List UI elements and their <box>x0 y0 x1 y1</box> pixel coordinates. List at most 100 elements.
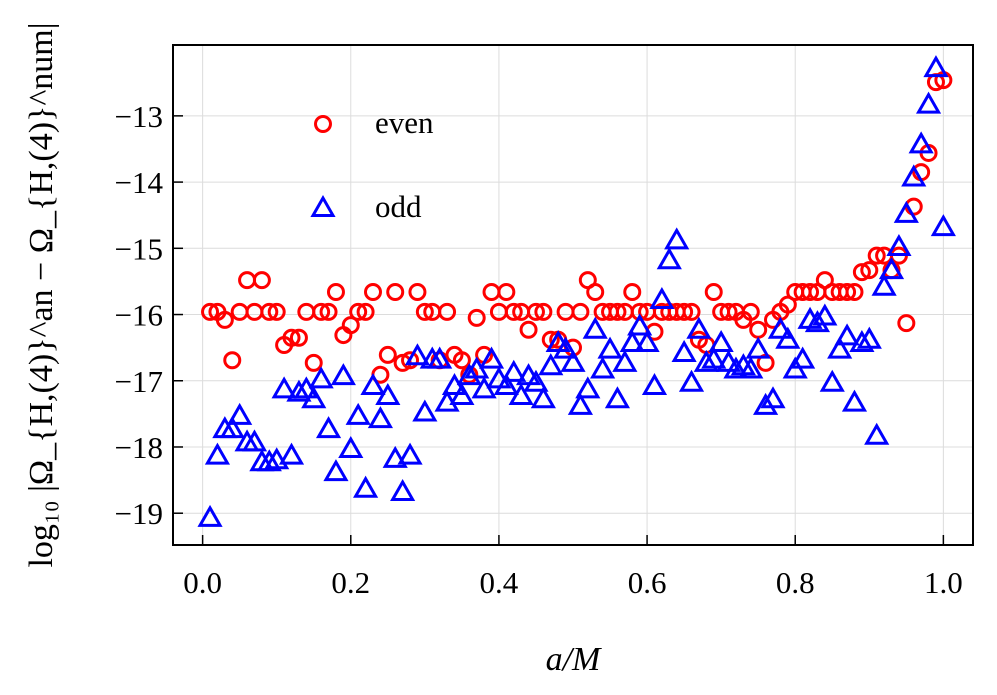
circle-marker <box>556 302 575 321</box>
triangle-marker <box>812 303 838 326</box>
triangle-marker <box>427 346 453 369</box>
circle-marker <box>586 283 605 302</box>
triangle-marker <box>893 200 919 223</box>
triangle-marker <box>404 343 431 366</box>
y-tick-label: −16 <box>115 298 163 333</box>
triangle-marker <box>256 449 282 472</box>
triangle-marker <box>849 329 875 353</box>
triangle-marker <box>923 55 949 78</box>
triangle-marker <box>323 459 349 482</box>
circle-marker <box>364 283 382 302</box>
triangle-marker <box>301 386 327 409</box>
circle-marker <box>482 283 501 302</box>
y-axis-label: log₁₀ |Ω_{H,(4)}^an − Ω_{H,(4)}^num| <box>23 22 60 567</box>
triangle-marker <box>382 445 408 468</box>
triangle-marker <box>390 478 416 502</box>
circle-marker <box>356 302 375 321</box>
triangle-marker <box>241 429 268 452</box>
y-tick-label: −18 <box>115 430 163 465</box>
triangle-marker <box>915 91 942 114</box>
circle-marker <box>289 328 308 347</box>
triangle-marker <box>456 363 482 386</box>
triangle-marker <box>886 233 912 256</box>
triangle-marker <box>686 316 712 339</box>
triangle-marker <box>871 273 897 296</box>
circle-marker <box>623 283 642 302</box>
circle-marker <box>341 316 360 335</box>
triangle-marker <box>538 353 564 376</box>
triangle-marker <box>619 329 645 353</box>
circle-marker <box>201 302 220 321</box>
circle-marker <box>741 302 760 321</box>
circle-marker <box>704 283 723 302</box>
triangle-marker <box>227 402 253 425</box>
triangle-marker <box>760 386 786 409</box>
triangle-marker <box>671 339 697 362</box>
triangle-marker <box>693 349 719 372</box>
triangle-marker <box>775 326 801 349</box>
triangle-marker <box>567 392 593 415</box>
circle-marker <box>297 302 316 321</box>
triangle-marker <box>375 382 401 405</box>
triangle-marker <box>530 386 556 409</box>
y-tick-label: −17 <box>115 364 163 399</box>
circle-marker <box>682 302 701 321</box>
triangle-marker <box>197 504 223 527</box>
circle-marker <box>326 283 345 302</box>
circle-marker <box>504 302 523 321</box>
circle-marker <box>304 353 323 372</box>
triangle-marker <box>286 379 312 402</box>
triangle-marker <box>701 346 727 369</box>
triangle-marker <box>864 422 890 445</box>
x-tick-label: 0.2 <box>331 565 370 600</box>
triangle-marker <box>753 392 779 415</box>
circle-marker <box>519 320 538 339</box>
triangle-marker <box>493 373 519 396</box>
circle-marker <box>749 320 768 339</box>
triangle-marker <box>397 442 423 465</box>
triangle-marker <box>678 369 705 392</box>
circle-marker <box>349 302 368 321</box>
y-tick-label: −15 <box>115 231 163 266</box>
triangle-marker <box>278 442 305 465</box>
triangle-marker <box>264 447 290 470</box>
circle-marker <box>408 283 427 302</box>
circle-marker <box>860 261 879 280</box>
legend-label: even <box>375 105 434 140</box>
triangle-marker <box>827 336 853 359</box>
circle-marker <box>252 271 271 290</box>
triangle-marker <box>627 313 653 336</box>
triangle-marker <box>204 442 231 465</box>
triangle-marker <box>723 356 749 379</box>
x-tick-label: 0.8 <box>776 565 815 600</box>
triangle-marker <box>790 346 816 369</box>
circle-marker <box>378 345 397 364</box>
triangle-marker <box>582 316 608 339</box>
triangle-marker <box>508 382 534 405</box>
triangle-marker <box>367 406 393 429</box>
triangle-marker <box>634 329 660 353</box>
circle-marker <box>897 314 916 333</box>
circle-marker <box>526 302 545 321</box>
circle-marker <box>452 351 471 370</box>
circle-marker <box>282 328 301 347</box>
circle-marker <box>260 302 279 321</box>
circle-marker <box>438 302 457 321</box>
circle-marker <box>319 302 338 321</box>
triangle-marker <box>856 326 882 349</box>
triangle-marker <box>656 247 682 270</box>
triangle-marker <box>330 363 356 386</box>
x-tick-label: 0.6 <box>628 565 667 600</box>
circle-marker <box>401 351 420 370</box>
triangle-marker <box>612 349 638 372</box>
triangle-marker <box>664 227 690 250</box>
triangle-marker <box>834 323 860 346</box>
triangle-marker <box>641 373 668 396</box>
circle-marker <box>608 302 627 321</box>
triangle-marker <box>271 376 297 399</box>
y-tick-label: −14 <box>115 165 164 200</box>
triangle-marker <box>575 376 601 399</box>
circle-marker <box>467 308 486 327</box>
triangle-marker <box>308 366 334 389</box>
